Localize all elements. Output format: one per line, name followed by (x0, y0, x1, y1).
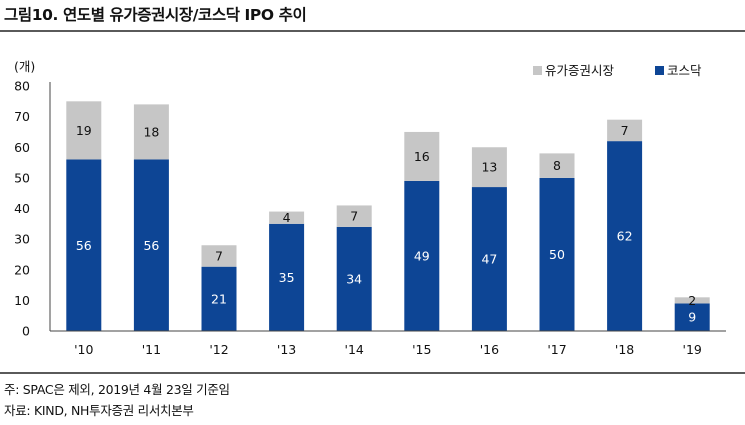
legend-label-kospi: 유가증권시장 (545, 63, 615, 78)
bar-kospi (269, 211, 305, 224)
data-label-kosdaq: 35 (279, 270, 295, 285)
bar-kospi (539, 153, 575, 178)
x-tick-label: '14 (345, 342, 364, 357)
data-label-kosdaq: 47 (481, 252, 497, 267)
y-tick-label: 40 (14, 201, 30, 216)
y-tick-label: 20 (14, 262, 30, 277)
bar-kosdaq (269, 223, 305, 331)
data-label-kosdaq: 56 (143, 238, 159, 253)
data-label-kosdaq: 49 (414, 248, 430, 263)
bar-kospi (133, 104, 169, 160)
x-tick-label: '12 (209, 342, 228, 357)
data-label-kospi: 7 (215, 248, 223, 263)
y-tick-label: 0 (22, 324, 30, 339)
y-axis-unit-label: (개) (14, 59, 35, 74)
data-label-kosdaq: 9 (688, 310, 696, 325)
y-tick-label: 30 (14, 232, 30, 247)
figure-title: 그림10. 연도별 유가증권시장/코스닥 IPO 추이 (4, 6, 307, 24)
legend-swatch-kosdaq (655, 66, 664, 75)
y-tick-label: 80 (14, 79, 30, 94)
y-tick-label: 50 (14, 170, 30, 185)
bar-kospi (404, 131, 440, 181)
bar-kosdaq (201, 266, 237, 331)
data-label-kospi: 16 (414, 149, 430, 164)
x-tick-label: '18 (615, 342, 634, 357)
data-label-kospi: 7 (350, 209, 358, 224)
bar-kospi (66, 101, 102, 160)
x-tick-label: '19 (683, 342, 702, 357)
x-tick-label: '11 (142, 342, 161, 357)
data-label-kosdaq: 50 (549, 247, 565, 262)
data-label-kosdaq: 56 (76, 238, 92, 253)
note-source: 자료: KIND, NH투자증권 리서치본부 (4, 403, 194, 418)
x-tick-label: '17 (547, 342, 566, 357)
data-label-kosdaq: 21 (211, 291, 227, 306)
bar-kosdaq (539, 177, 575, 331)
y-tick-label: 10 (14, 293, 30, 308)
y-tick-label: 70 (14, 109, 30, 124)
bottom-divider (0, 372, 745, 374)
note-basis: 주: SPAC은 제외, 2019년 4월 23일 기준임 (4, 382, 230, 397)
bar-kosdaq (674, 303, 710, 331)
bar-kosdaq (404, 180, 440, 331)
bar-kospi (471, 147, 507, 188)
bar-kosdaq (133, 159, 169, 331)
top-divider (0, 30, 745, 32)
data-label-kospi: 18 (143, 124, 159, 139)
bar-kospi (201, 245, 237, 267)
bar-kospi (674, 297, 710, 304)
data-label-kospi: 19 (76, 123, 92, 138)
data-label-kosdaq: 62 (617, 229, 633, 244)
data-label-kosdaq: 34 (346, 271, 362, 286)
x-tick-label: '16 (480, 342, 499, 357)
y-tick-label: 60 (14, 140, 30, 155)
bar-kospi (336, 205, 372, 227)
x-tick-label: '15 (412, 342, 431, 357)
legend-swatch-kospi (533, 66, 542, 75)
data-label-kospi: 7 (621, 123, 629, 138)
x-tick-label: '13 (277, 342, 296, 357)
data-label-kospi: 2 (688, 293, 696, 308)
bar-kosdaq (607, 141, 643, 331)
bar-kosdaq (471, 187, 507, 331)
notes: 주: SPAC은 제외, 2019년 4월 23일 기준임 자료: KIND, … (4, 379, 230, 421)
data-label-kospi: 4 (283, 210, 291, 225)
data-label-kospi: 13 (481, 160, 497, 175)
legend-label-kosdaq: 코스닥 (667, 63, 702, 78)
bar-kospi (607, 119, 643, 142)
bar-kosdaq (336, 226, 372, 331)
data-label-kospi: 8 (553, 158, 561, 173)
x-tick-label: '10 (74, 342, 93, 357)
bar-kosdaq (66, 159, 102, 331)
